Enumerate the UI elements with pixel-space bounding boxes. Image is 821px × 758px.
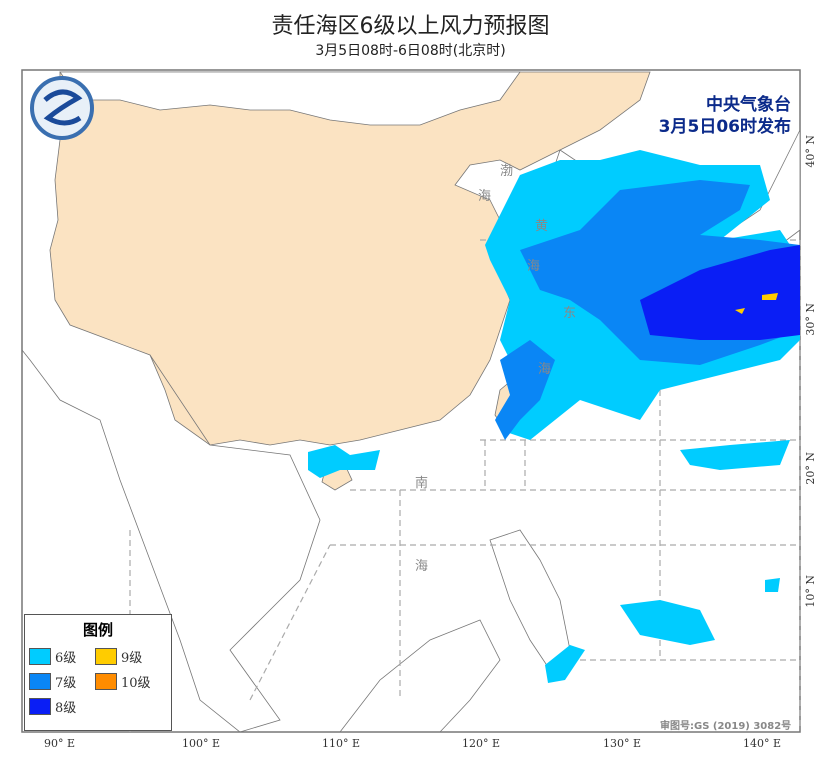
legend: 图例 6级 7级 8级 9级 10级 <box>24 614 172 731</box>
lat-tick: 40° N <box>804 135 817 168</box>
sea-label: 渤 <box>500 164 514 179</box>
sea-label: 海 <box>478 189 492 204</box>
publish-time: 3月5日06时发布 <box>658 117 791 137</box>
lon-tick: 120° E <box>462 737 501 750</box>
legend-item-9: 9级 <box>95 647 142 666</box>
wind-area-8 <box>640 245 800 340</box>
sea-label: 东 <box>563 306 577 321</box>
sea-label: 黄 <box>535 219 549 234</box>
legend-item-6: 6级 <box>29 647 76 666</box>
lon-tick: 100° E <box>182 737 221 750</box>
lon-tick: 130° E <box>603 737 642 750</box>
wind-area-9 <box>735 293 778 314</box>
legend-item-7: 7级 <box>29 672 76 691</box>
lon-tick: 140° E <box>743 737 782 750</box>
map-subtitle: 3月5日08时-6日08时(北京时) <box>315 43 506 59</box>
lat-tick: 20° N <box>804 452 817 485</box>
indochina-coast <box>21 349 321 733</box>
sea-label: 海 <box>415 559 429 574</box>
lon-tick: 110° E <box>322 737 361 750</box>
sea-label: 南 <box>415 476 429 491</box>
legend-item-10: 10级 <box>95 672 151 691</box>
legend-title: 图例 <box>82 621 113 639</box>
china-land <box>49 71 651 446</box>
lat-tick: 30° N <box>804 303 817 336</box>
map-title: 责任海区6级以上风力预报图 <box>271 14 550 39</box>
legend-item-8: 8级 <box>29 697 76 716</box>
sea-label: 海 <box>527 259 541 274</box>
mongolia-land <box>59 71 521 126</box>
review-number: 审图号:GS (2019) 3082号 <box>660 721 792 732</box>
cma-logo <box>30 76 94 140</box>
lon-tick: 90° E <box>44 737 76 750</box>
borneo-coast <box>339 619 501 733</box>
publisher-name: 中央气象台 <box>706 95 791 115</box>
sea-label: 海 <box>538 362 552 377</box>
lat-tick: 10° N <box>804 575 817 608</box>
